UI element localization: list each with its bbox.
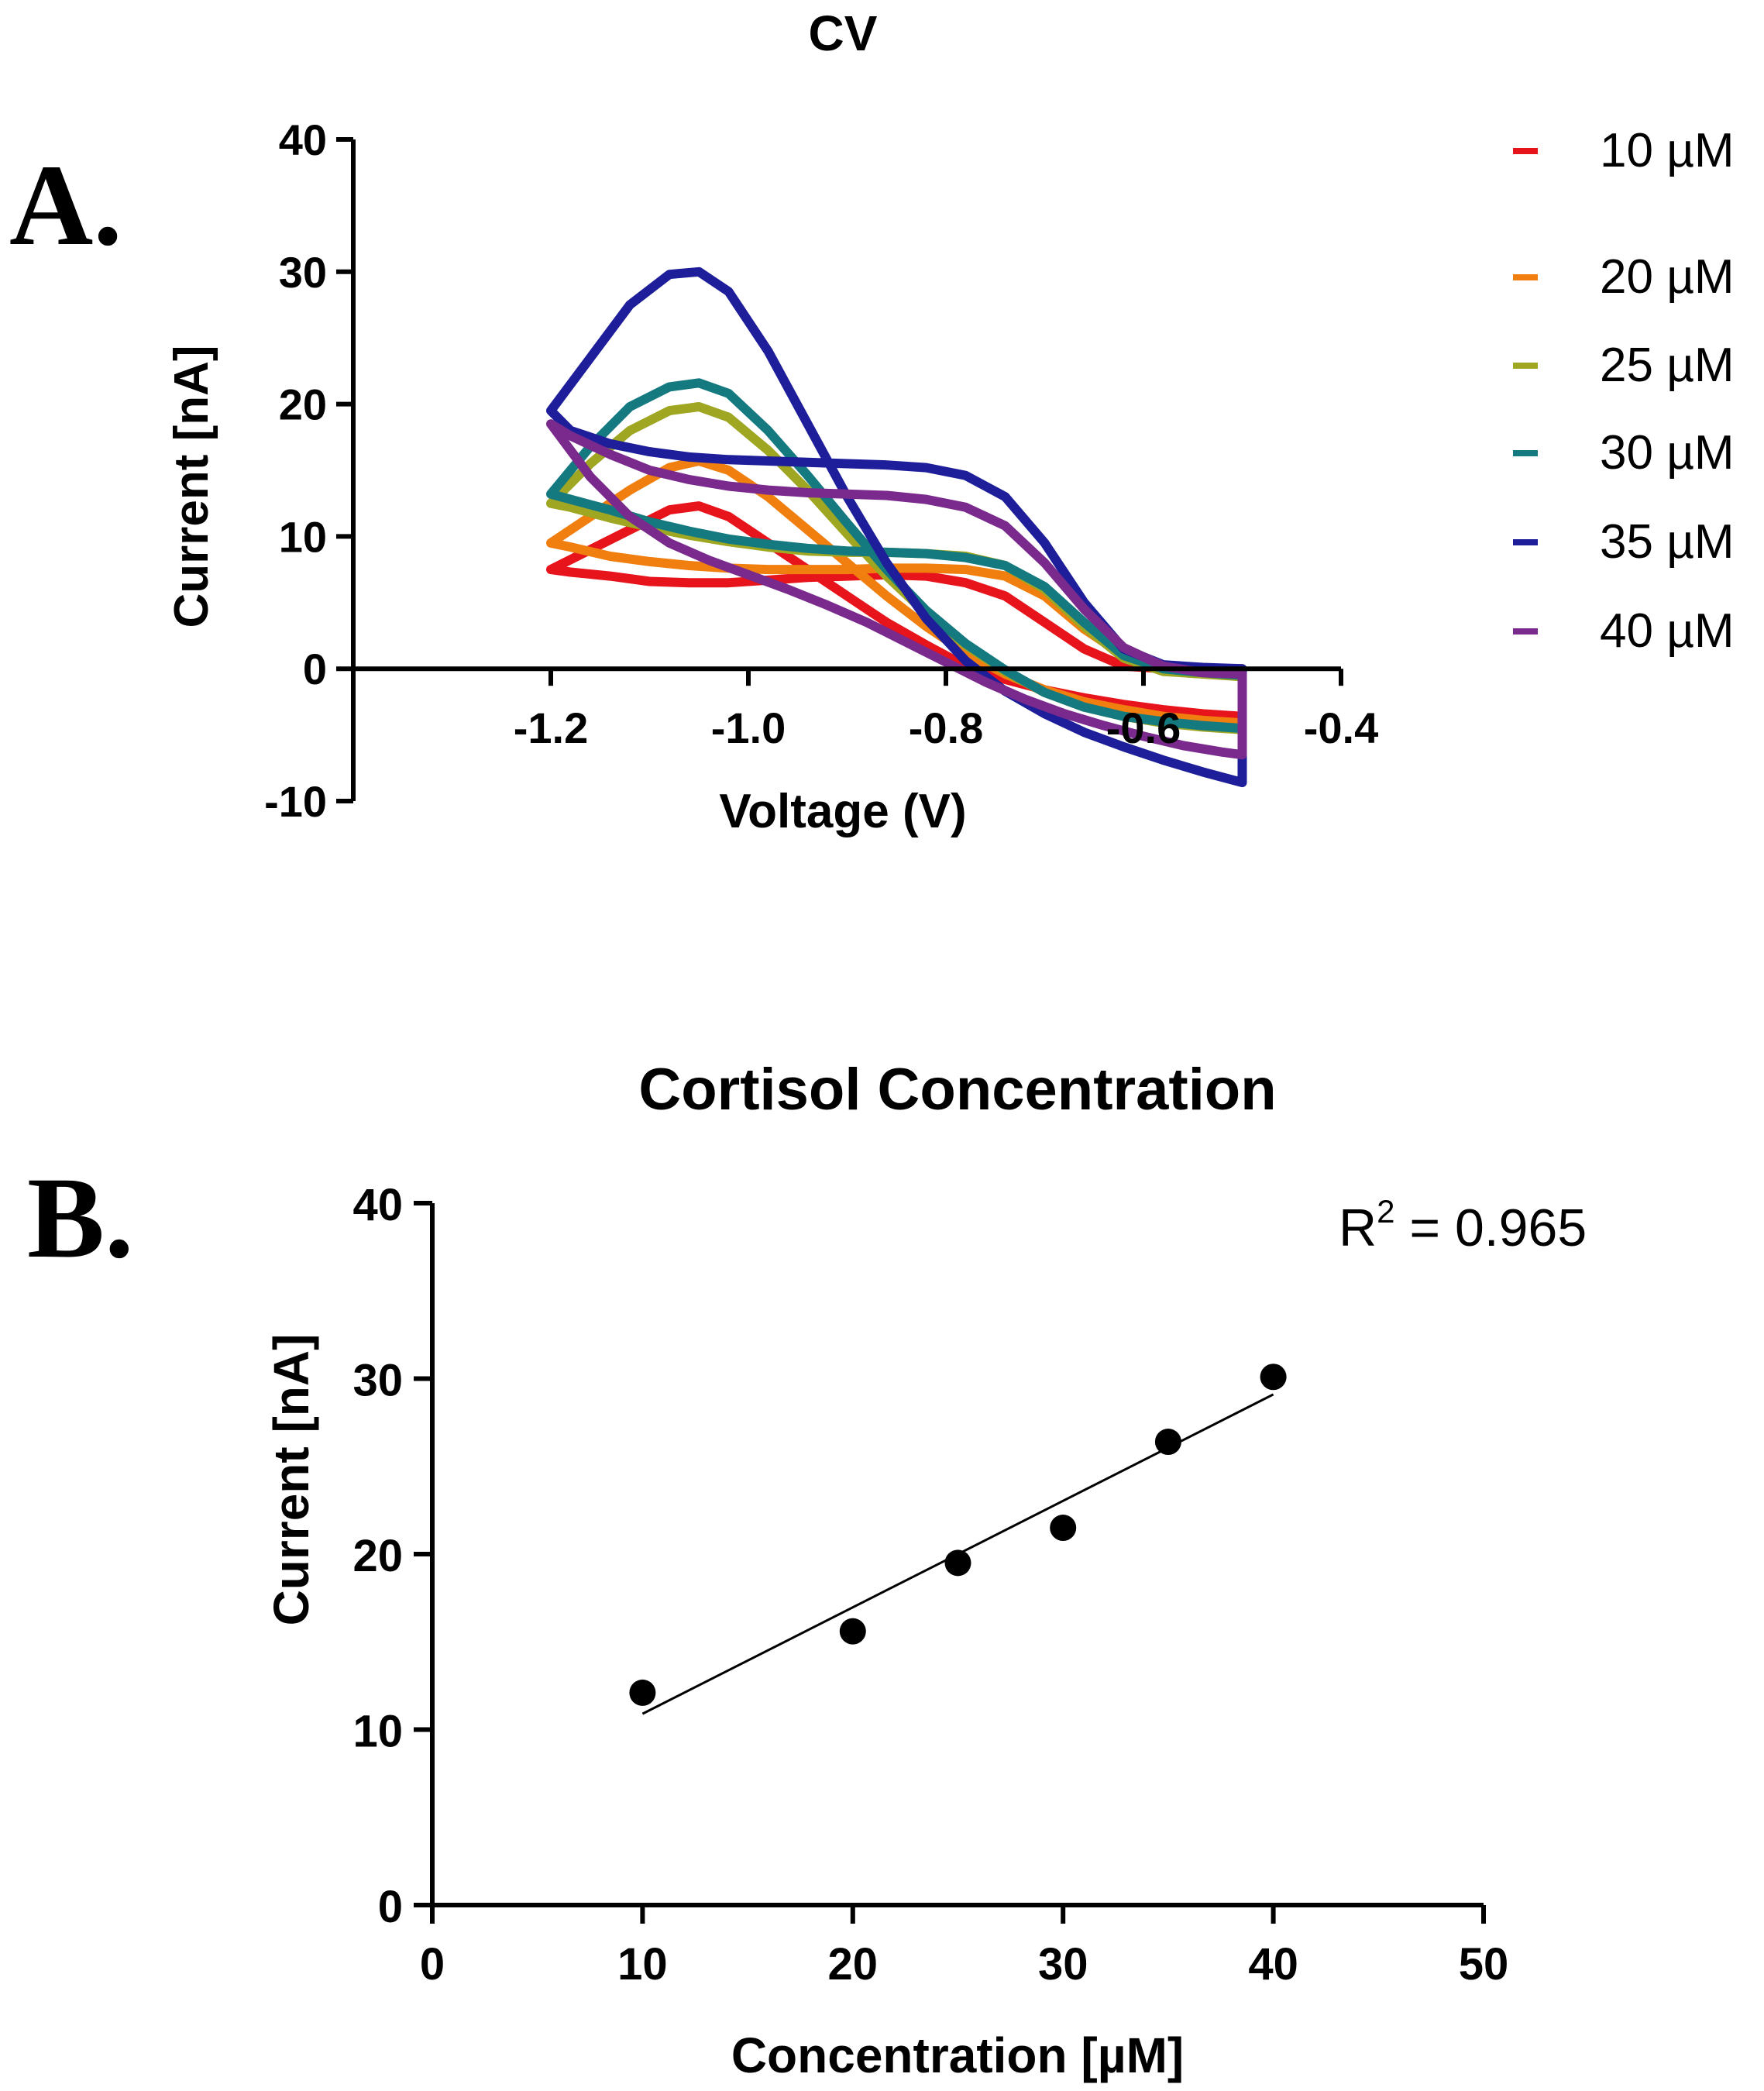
panel-b-title: Cortisol Concentration xyxy=(638,1057,1276,1123)
panel-b-xtick-label: 40 xyxy=(1248,1939,1298,1990)
panel-a-xtick-label: -1.0 xyxy=(711,703,786,752)
data-point xyxy=(1260,1364,1287,1391)
panel-a-xtick-label: -1.2 xyxy=(514,703,589,752)
panel-b-points xyxy=(629,1364,1287,1706)
panel-b-letter: B. xyxy=(27,1154,134,1282)
panel-a-ytick-label: 20 xyxy=(279,380,327,429)
panel-b-xtick-label: 50 xyxy=(1459,1939,1509,1990)
panel-b-ytick-label: 10 xyxy=(352,1707,403,1757)
cv-curve-6 xyxy=(546,419,1247,760)
legend-label: 35 µM xyxy=(1600,515,1735,569)
panel-b-xlabel: Concentration [µM] xyxy=(731,2027,1184,2083)
r-squared-value: = 0.965 xyxy=(1394,1199,1587,1257)
legend-label: 30 µM xyxy=(1600,426,1735,480)
panel-a-xtick-label: -0.6 xyxy=(1106,703,1181,752)
panel-b-xtick-label: 0 xyxy=(420,1939,445,1990)
data-point xyxy=(1050,1515,1077,1542)
panel-b-ylabel: Current [nA] xyxy=(263,1334,319,1626)
panel-b-ytick-label: 20 xyxy=(352,1531,403,1581)
panel-b-ytick-label: 40 xyxy=(352,1180,403,1230)
r-squared-prefix: R xyxy=(1339,1199,1377,1257)
panel-b-xtick-label: 20 xyxy=(828,1939,879,1990)
panel-a-ytick-label: 30 xyxy=(279,248,327,297)
panel-a-axes: -10 0 10 20 30 40 -1.2 -1.0 -0.8 -0.6 -0.4 xyxy=(264,115,1378,826)
r-squared-annotation: R2 = 0.965 xyxy=(1339,1193,1587,1257)
panel-a-xtick-label: -0.8 xyxy=(909,703,984,752)
data-point xyxy=(839,1618,866,1645)
panel-b-xtick-label: 10 xyxy=(617,1939,668,1990)
panel-b-ytick-label: 0 xyxy=(378,1882,403,1932)
panel-a-letter: A. xyxy=(9,141,122,270)
panel-a-xlabel: Voltage (V) xyxy=(719,785,966,838)
panel-a-ytick-label: 10 xyxy=(279,512,327,561)
data-point xyxy=(944,1549,971,1577)
data-point xyxy=(629,1679,656,1706)
legend-label: 25 µM xyxy=(1600,339,1735,392)
panel-a-ytick-label: 0 xyxy=(303,645,327,693)
panel-b-scatter-chart: B. Cortisol Concentration Current [nA] C… xyxy=(27,1057,1587,2083)
legend-label: 10 µM xyxy=(1600,124,1735,177)
panel-b-xtick-label: 30 xyxy=(1038,1939,1088,1990)
panel-a-cv-chart: A. CV Current [nA] Voltage (V) -10 0 10 20 3… xyxy=(9,5,1735,838)
panel-a-ytick-label: 40 xyxy=(279,115,327,164)
legend-label: 40 µM xyxy=(1600,604,1735,658)
r-squared-superscript: 2 xyxy=(1377,1193,1394,1229)
panel-a-xtick-label: -0.4 xyxy=(1304,703,1379,752)
cv-curve-4 xyxy=(546,378,1247,734)
panel-b-axes: 0 10 20 30 40 0 10 20 30 40 50 xyxy=(352,1180,1508,1990)
panel-a-ylabel: Current [nA] xyxy=(165,345,218,628)
data-point xyxy=(1154,1429,1181,1456)
legend-label: 20 µM xyxy=(1600,250,1735,304)
panel-b-ytick-label: 30 xyxy=(352,1356,403,1406)
panel-a-legend: 10 µM 20 µM 25 µM 30 µM 35 µM 40 µM xyxy=(1513,124,1735,658)
panel-a-ytick-label: -10 xyxy=(264,777,327,826)
panel-a-title: CV xyxy=(809,5,878,61)
panel-a-curves xyxy=(546,267,1247,788)
